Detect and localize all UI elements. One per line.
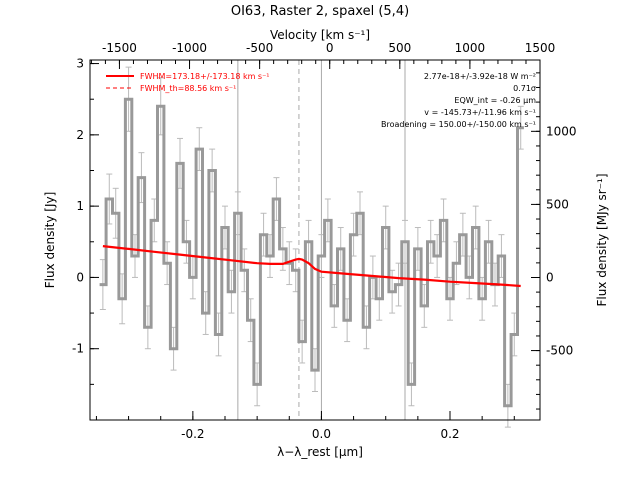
left-tick-label: -1 [72, 342, 84, 356]
bottom-tick-label: 0.2 [440, 427, 459, 441]
y-axis-label-right: Flux density [MJy sr⁻¹] [595, 173, 609, 306]
y-axis-label-left: Flux density [Jy] [43, 192, 57, 289]
annotation-flux: 2.77e-18+/-3.92e-18 W m⁻² [424, 72, 536, 81]
right-tick-label: -500 [546, 344, 573, 358]
fit-series [102, 245, 521, 288]
right-tick-label: 1000 [546, 124, 577, 138]
annotation-velocity: v = -145.73+/-11.96 km s⁻¹ [424, 108, 536, 117]
chart-title: OI63, Raster 2, spaxel (5,4) [231, 4, 409, 19]
top-axis-label: Velocity [km s⁻¹] [270, 28, 370, 42]
left-tick-label: 0 [76, 270, 84, 284]
bottom-tick-label: -0.2 [181, 427, 204, 441]
spectrum-series [99, 97, 524, 408]
fit-line [102, 245, 521, 288]
top-tick-label: 0 [326, 41, 334, 55]
bottom-tick-label: 0.0 [312, 427, 331, 441]
left-tick-label: 2 [76, 128, 84, 142]
legend: FWHM=173.18+/-173.18 km s⁻¹ FWHM_th=88.5… [106, 72, 270, 93]
x-axis-label: λ−λ_rest [μm] [277, 445, 363, 459]
top-tick-label: -500 [246, 41, 273, 55]
top-tick-label: -1500 [102, 41, 137, 55]
top-tick-label: 500 [388, 41, 411, 55]
left-tick-label: 1 [76, 199, 84, 213]
right-tick-label: 0 [546, 270, 554, 284]
annotation-broadening: Broadening = 150.00+/-150.00 km s⁻¹ [381, 120, 536, 129]
axis-ticks: -0.2 0.0 0.2 -1 0 1 2 3 -1500 -1000 -500 0 500 1000 15… [72, 41, 577, 441]
legend-label-fwhm-th: FWHM_th=88.56 km s⁻¹ [140, 84, 236, 93]
top-tick-label: 1500 [525, 41, 556, 55]
top-tick-label: -1000 [172, 41, 207, 55]
annotation-sigma: 0.71σ [513, 84, 536, 93]
legend-label-fwhm: FWHM=173.18+/-173.18 km s⁻¹ [140, 72, 270, 81]
annotation-eqw: EQW_int = -0.26 μm [454, 96, 536, 105]
right-tick-label: 500 [546, 197, 569, 211]
top-tick-label: 1000 [455, 41, 486, 55]
fit-annotations: 2.77e-18+/-3.92e-18 W m⁻² 0.71σ EQW_int … [381, 72, 536, 129]
spectrum-line [99, 97, 524, 408]
plot-frame [89, 59, 541, 421]
left-tick-label: 3 [76, 57, 84, 71]
